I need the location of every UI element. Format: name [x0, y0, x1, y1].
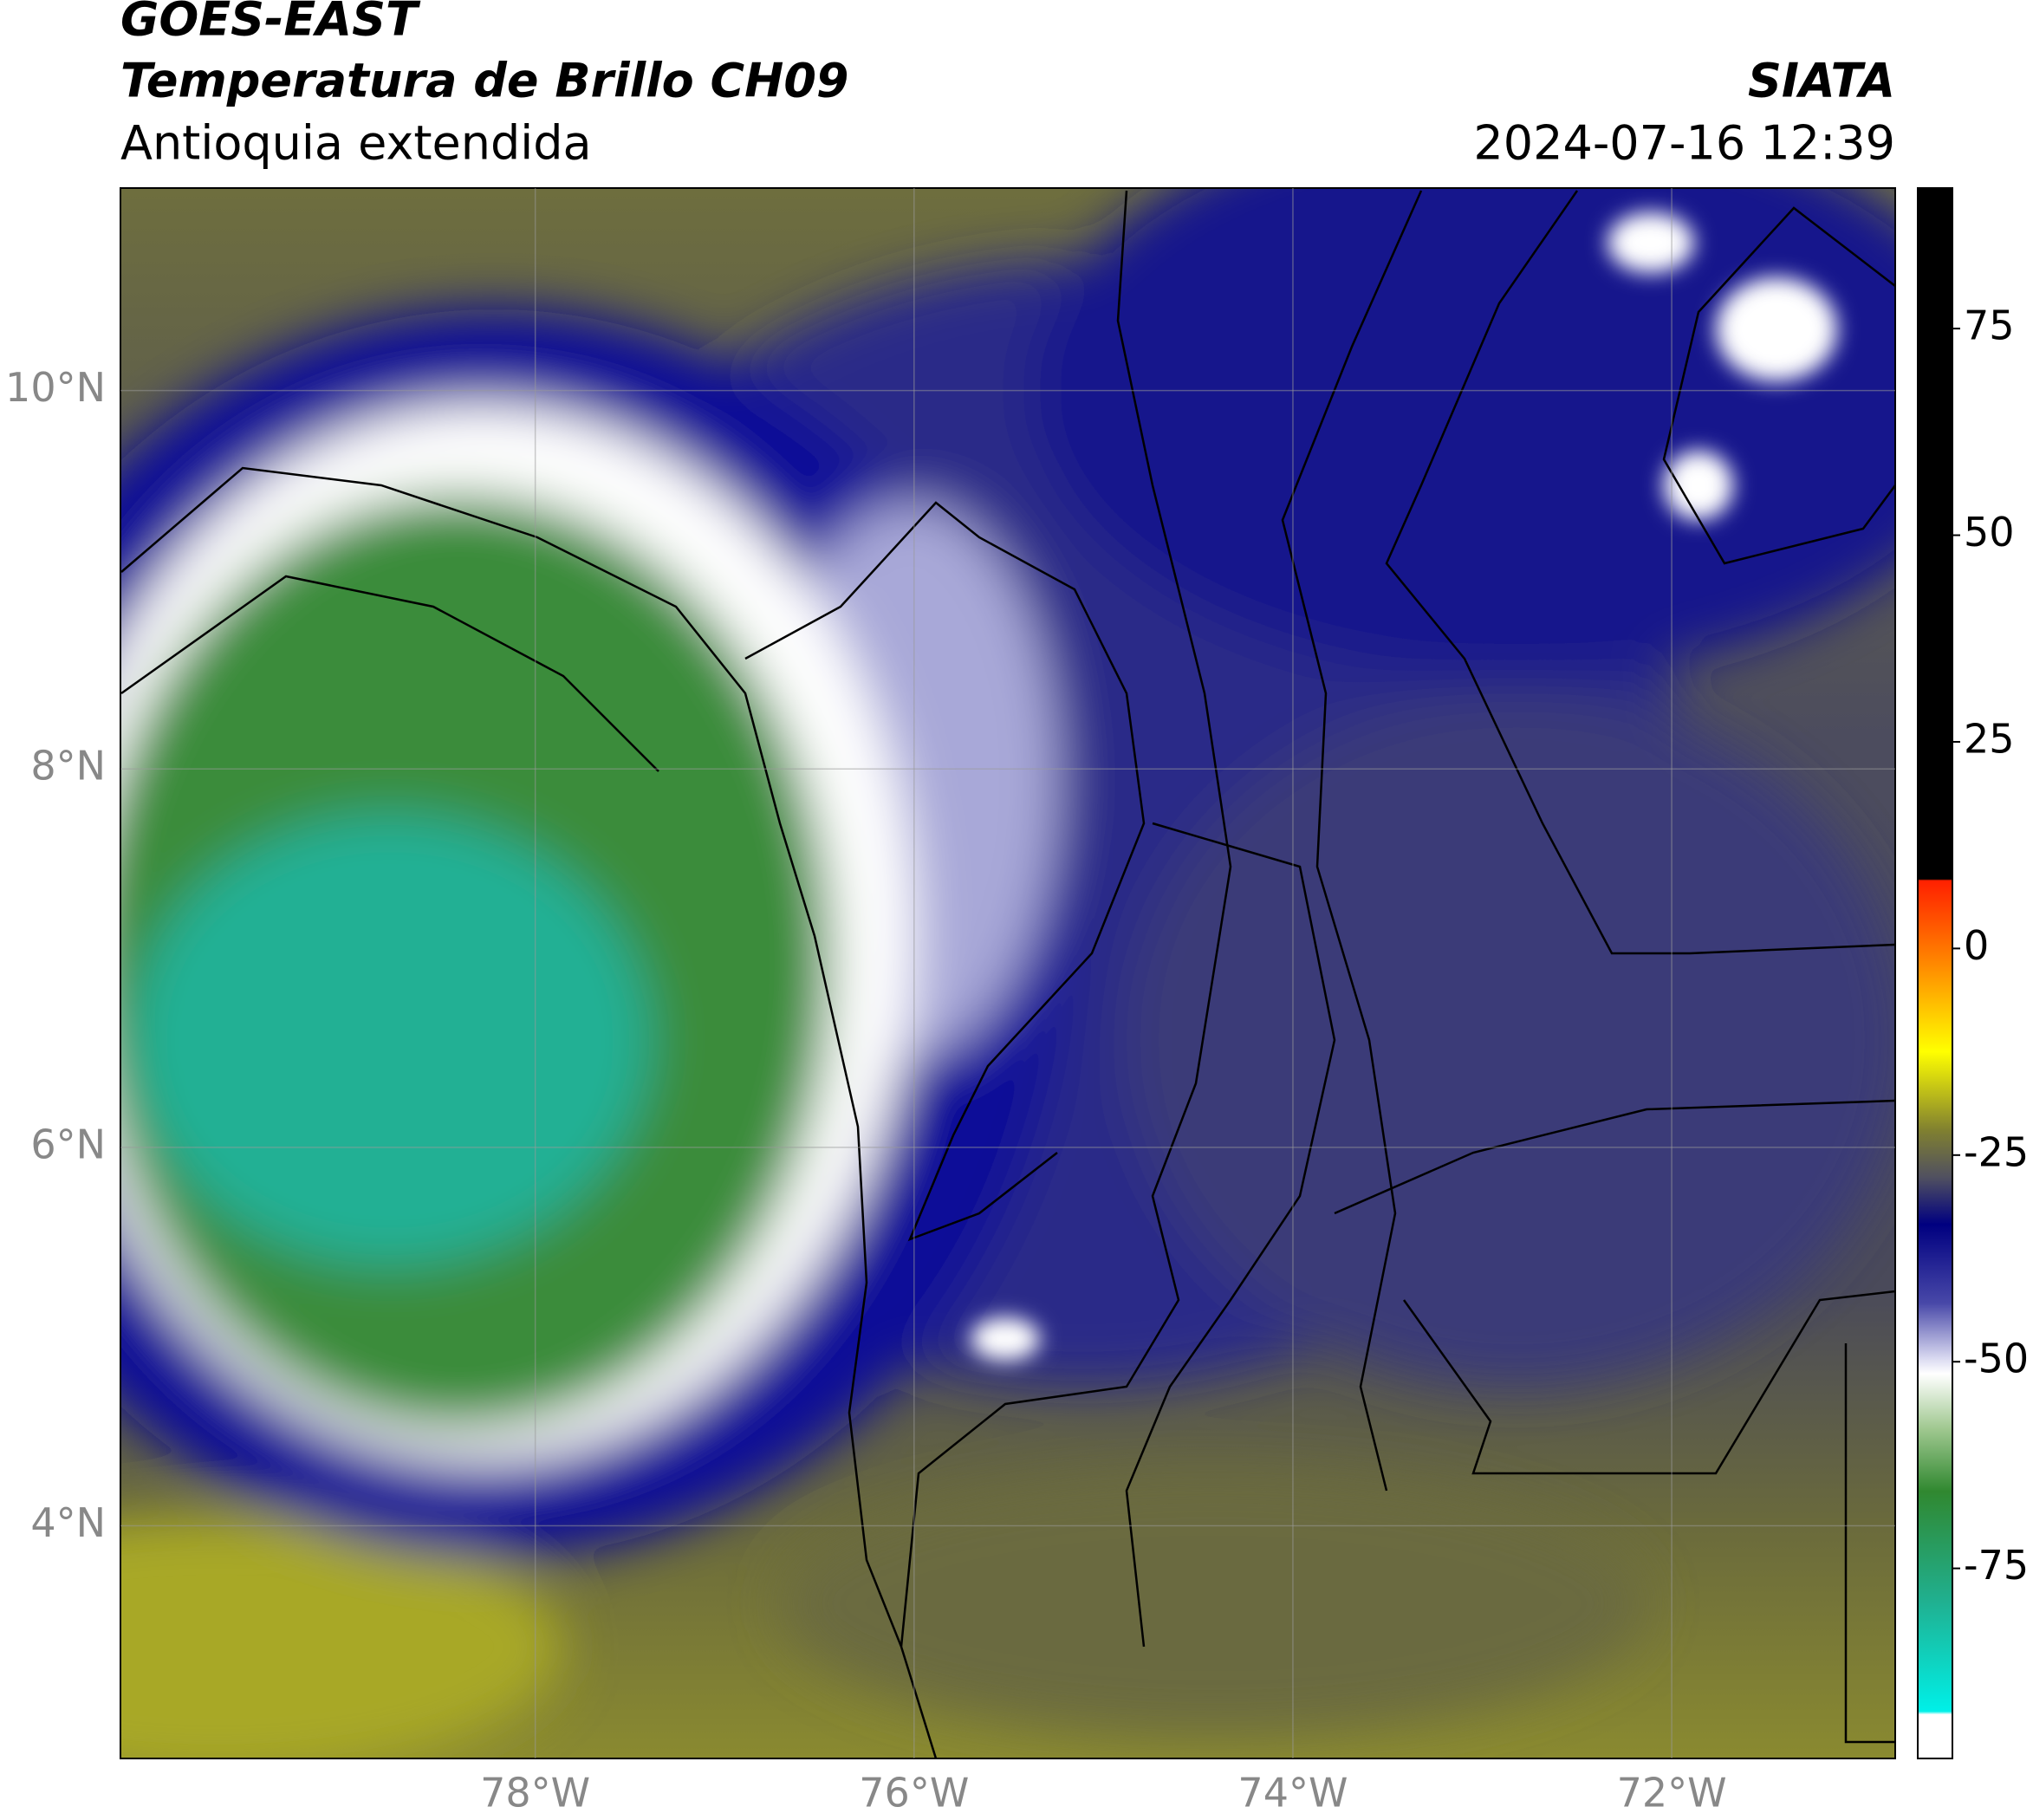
region: Antioquia extendida	[120, 116, 592, 171]
colorbar-tick-label: -50	[1964, 1336, 2029, 1382]
y-tick-label: 6°N	[30, 1121, 106, 1167]
y-tick-label: 10°N	[5, 364, 106, 411]
satellite-image	[120, 188, 1895, 1758]
colorbar-tick-label: -25	[1964, 1128, 2029, 1175]
axes: 78°W 76°W 74°W 72°W 4°N 6°N 8°N 10°N	[5, 188, 1895, 1817]
x-tick-label: 74°W	[1237, 1770, 1348, 1817]
x-tick-label: 78°W	[480, 1770, 590, 1817]
colorbar-tick-label: 25	[1964, 715, 2015, 762]
colorbar-tick-label: -75	[1964, 1542, 2029, 1589]
subtitle: Temperatura de Brillo CH09	[120, 54, 849, 108]
colorbar-tick-label: 50	[1964, 509, 2015, 556]
x-tick-label: 72°W	[1617, 1770, 1727, 1817]
datetime: 2024-07-16 12:39	[1473, 116, 1895, 171]
source: SIATA	[1748, 54, 1895, 108]
colorbar-ticks: -75 -50 -25 0 25 50 75	[1952, 302, 2029, 1589]
colorbar-tick-label: 0	[1964, 922, 1989, 969]
x-tick-label: 76°W	[859, 1770, 969, 1817]
colorbar-tick-label: 75	[1964, 302, 2015, 349]
title: GOES-EAST	[120, 0, 421, 47]
y-tick-label: 4°N	[30, 1499, 106, 1546]
y-tick-label: 8°N	[30, 743, 106, 790]
colorbar	[1917, 187, 1953, 1759]
map-frame	[120, 187, 1896, 1759]
